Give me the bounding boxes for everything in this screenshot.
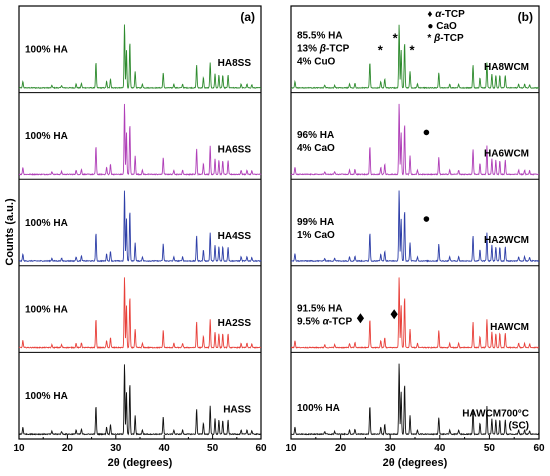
cao-marker [423,129,430,136]
xrd-trace-hawcm [290,277,540,350]
series-label: HA8WCM [484,62,529,73]
phase-composition-text: 4% CuO [297,57,336,68]
beta-tcp-marker: * [409,42,415,57]
series-label: HA4SS [218,231,252,242]
panel-label: (b) [518,10,533,24]
phase-composition-text: 91.5% HA [297,303,343,314]
xrd-trace-ha6wcm [290,103,540,176]
legend-entry: ♦ α-TCP [427,9,465,20]
x-tick-label: 50 [484,443,496,454]
xrd-trace-hawcm700-c [290,363,540,436]
xrd-trace-ha6ss [18,103,262,176]
y-axis-title: Counts (a.u.) [4,198,16,266]
beta-tcp-marker: * [393,30,399,45]
x-tick-label: 10 [13,443,25,454]
phase-composition-text: 100% HA [25,391,68,402]
alpha-tcp-marker [390,309,398,320]
xrd-trace-ha2wcm [290,190,540,263]
x-tick-label: 40 [159,443,171,454]
xrd-trace-ha8wcm [290,24,540,90]
phase-composition-text: 85.5% HA [297,31,343,42]
series-label: HASS [223,404,251,415]
cao-marker [423,216,430,222]
phase-composition-text: 100% HA [25,45,68,56]
alpha-tcp-marker [356,313,365,324]
x-tick-label: 60 [255,443,267,454]
phase-composition-text: 13% β-TCP [297,44,350,55]
x-axis-title: 2θ (degrees) [108,457,173,469]
panel-label: (a) [240,10,255,24]
phase-composition-text: 100% HA [25,304,68,315]
beta-tcp-marker: * [378,42,384,57]
phase-composition-text: 4% CaO [297,143,335,154]
x-tick-label: 50 [207,443,219,454]
x-tick-label: 20 [62,443,74,454]
phase-composition-text: 99% HA [297,217,334,228]
panel-a: 10 20 30 40 50 60 2θ (degrees) (a) HA8SS 100% HA H… [13,5,267,469]
phase-composition-text: 9.5% α-TCP [297,316,352,327]
series-label: HA6WCM [484,149,529,160]
x-tick-label: 60 [533,443,545,454]
series-label: HA8SS [218,58,252,69]
xrd-trace-ha2ss [18,277,262,350]
x-axis-title: 2θ (degrees) [383,457,448,469]
series-label: HAWCM [490,322,529,333]
series-label: HA2WCM [484,235,529,246]
x-tick-label: 20 [335,443,347,454]
phase-composition-text: 1% CaO [297,230,335,241]
xrd-trace-ha4ss [18,190,262,263]
x-tick-label: 30 [110,443,122,454]
x-tick-label: 40 [434,443,446,454]
xrd-trace-hass [18,364,262,436]
series-label: HA2SS [218,318,252,329]
series-label: (SC) [508,420,529,431]
series-label: HAWCM700°C [462,408,529,419]
panel-b: 10 20 30 40 50 60 2θ (degrees) (b) HA8WCM 85.5% H… [285,5,545,469]
x-tick-label: 10 [285,443,297,454]
phase-composition-text: 100% HA [25,131,68,142]
phase-composition-text: 96% HA [297,130,334,141]
series-label: HA6SS [218,145,252,156]
legend-entry: ● CaO [427,21,457,32]
legend-entry: * β-TCP [427,33,464,44]
phase-composition-text: 100% HA [25,218,68,229]
phase-composition-text: 100% HA [297,403,340,414]
xrd-trace-ha8ss [18,24,262,90]
x-tick-label: 30 [385,443,397,454]
